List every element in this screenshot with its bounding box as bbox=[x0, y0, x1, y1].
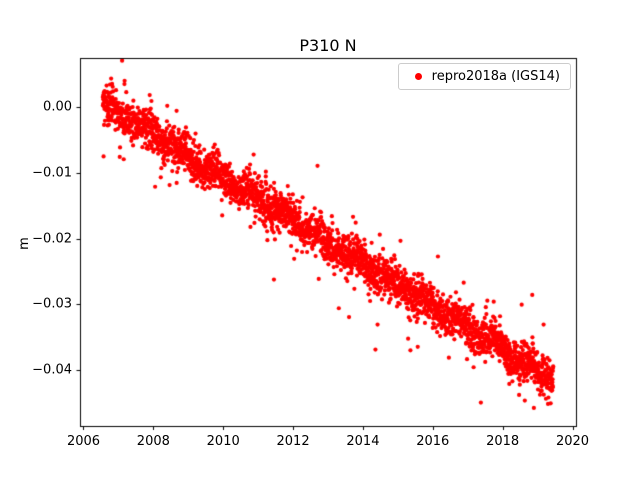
chart-title: P310 N bbox=[299, 36, 357, 55]
x-tick-label: 2008 bbox=[136, 434, 170, 449]
y-tick-label: −0.04 bbox=[32, 362, 72, 378]
y-tick-label: −0.03 bbox=[32, 296, 72, 312]
y-tick-label: −0.01 bbox=[32, 165, 72, 181]
x-tick-label: 2010 bbox=[206, 434, 240, 449]
legend-label: repro2018a (IGS14) bbox=[431, 69, 560, 84]
y-tick-label: −0.02 bbox=[32, 231, 72, 247]
x-tick-label: 2016 bbox=[416, 434, 450, 449]
x-tick-label: 2012 bbox=[276, 434, 310, 449]
x-tick-label: 2020 bbox=[555, 434, 590, 449]
y-tick-label: 0.00 bbox=[43, 99, 72, 115]
legend: repro2018a (IGS14) bbox=[397, 63, 571, 90]
legend-marker-dot bbox=[414, 73, 422, 80]
y-axis-label: m bbox=[16, 237, 32, 250]
x-tick-label: 2018 bbox=[486, 434, 520, 449]
x-tick-label: 2014 bbox=[346, 434, 380, 449]
x-tick-label: 2006 bbox=[66, 434, 101, 449]
